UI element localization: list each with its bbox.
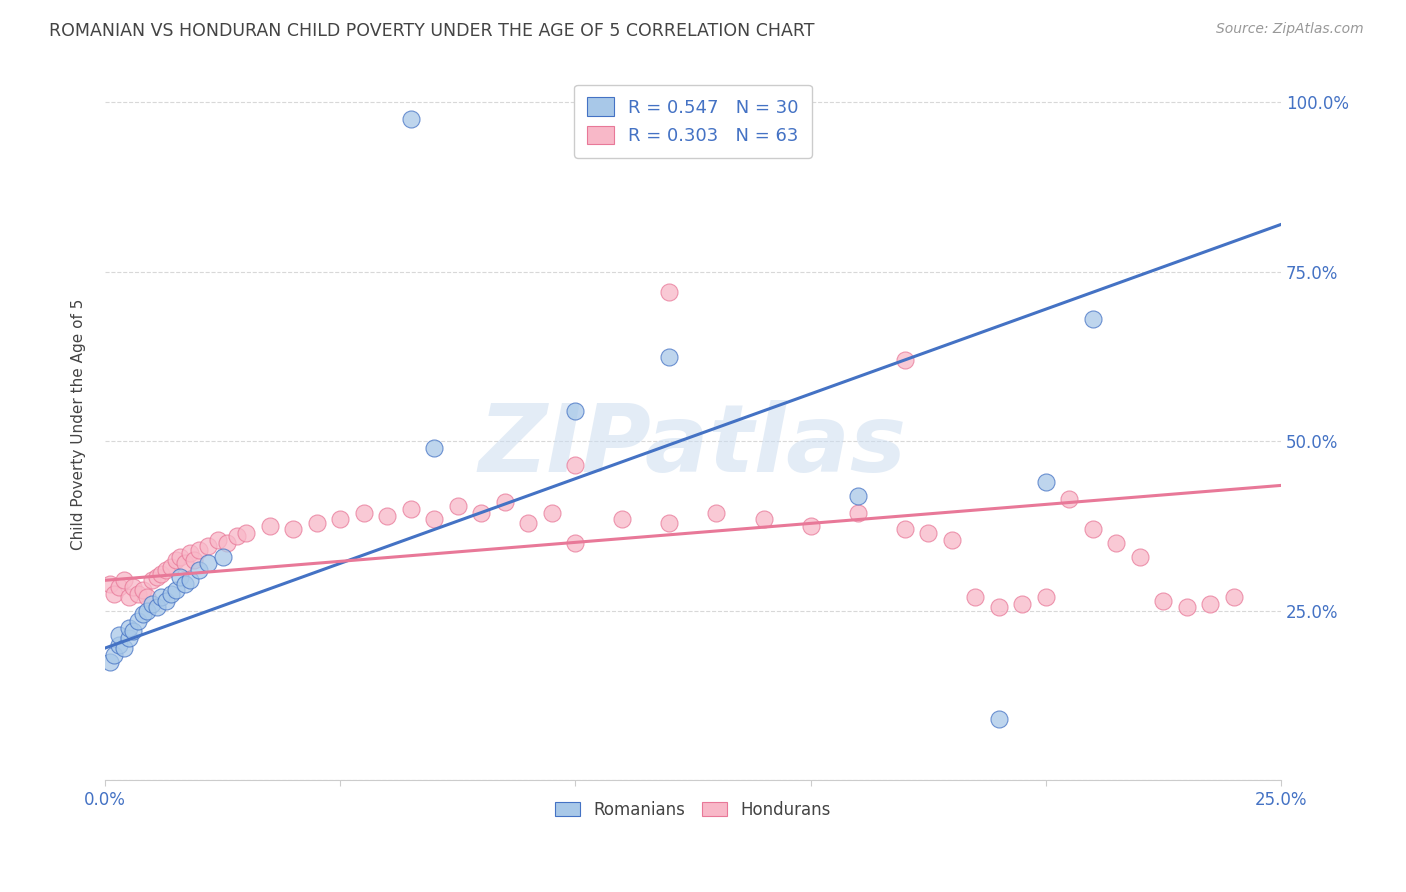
Point [108, 627, 131, 641]
Point [1059, 491, 1081, 506]
Point [136, 604, 159, 618]
Text: ZIPatlas: ZIPatlas [479, 400, 907, 491]
Text: Source: ZipAtlas.com: Source: ZipAtlas.com [1216, 22, 1364, 37]
Point [197, 540, 219, 554]
Point [1199, 597, 1222, 611]
Point [917, 525, 939, 540]
Point [117, 631, 139, 645]
Point [987, 600, 1010, 615]
Point [160, 559, 183, 574]
Point [188, 542, 211, 557]
Point [893, 353, 915, 368]
Point [112, 641, 135, 656]
Point [329, 512, 352, 526]
Point [564, 458, 586, 472]
Point [423, 512, 446, 526]
Point [1011, 597, 1033, 611]
Point [165, 583, 187, 598]
Point [752, 512, 775, 526]
Point [225, 529, 247, 543]
Point [1081, 312, 1104, 326]
Point [188, 563, 211, 577]
Point [259, 519, 281, 533]
Point [197, 557, 219, 571]
Point [179, 574, 201, 588]
Point [103, 648, 125, 662]
Point [612, 512, 634, 526]
Point [399, 112, 422, 127]
Point [103, 587, 125, 601]
Point [108, 580, 131, 594]
Point [447, 499, 470, 513]
Legend: Romanians, Hondurans: Romanians, Hondurans [548, 794, 838, 825]
Point [375, 508, 398, 523]
Text: ROMANIAN VS HONDURAN CHILD POVERTY UNDER THE AGE OF 5 CORRELATION CHART: ROMANIAN VS HONDURAN CHILD POVERTY UNDER… [49, 22, 814, 40]
Point [150, 591, 173, 605]
Point [658, 285, 681, 300]
Point [1175, 600, 1198, 615]
Point [470, 506, 492, 520]
Point [122, 580, 145, 594]
Point [941, 533, 963, 547]
Point [141, 574, 163, 588]
Point [174, 576, 197, 591]
Point [169, 549, 191, 564]
Point [800, 519, 823, 533]
Point [155, 593, 177, 607]
Point [122, 624, 145, 639]
Point [1129, 549, 1152, 564]
Point [987, 712, 1010, 726]
Point [235, 525, 257, 540]
Point [965, 591, 987, 605]
Point [893, 523, 915, 537]
Point [131, 607, 153, 622]
Point [1081, 523, 1104, 537]
Point [281, 523, 304, 537]
Point [1105, 536, 1128, 550]
Y-axis label: Child Poverty Under the Age of 5: Child Poverty Under the Age of 5 [72, 299, 86, 550]
Point [846, 506, 869, 520]
Point [658, 516, 681, 530]
Point [207, 533, 229, 547]
Point [150, 566, 173, 581]
Point [117, 591, 139, 605]
Point [155, 563, 177, 577]
Point [305, 516, 328, 530]
Point [564, 536, 586, 550]
Point [141, 597, 163, 611]
Point [136, 591, 159, 605]
Point [1035, 591, 1057, 605]
Point [145, 570, 167, 584]
Point [541, 506, 564, 520]
Point [1223, 591, 1246, 605]
Point [160, 587, 183, 601]
Point [98, 655, 121, 669]
Point [1035, 475, 1057, 489]
Point [353, 506, 375, 520]
Point [169, 570, 191, 584]
Point [658, 350, 681, 364]
Point [423, 441, 446, 455]
Point [98, 576, 121, 591]
Point [517, 516, 540, 530]
Point [179, 546, 201, 560]
Point [846, 489, 869, 503]
Point [127, 587, 149, 601]
Point [211, 549, 233, 564]
Point [217, 536, 239, 550]
Point [564, 404, 586, 418]
Point [706, 506, 728, 520]
Point [1152, 593, 1174, 607]
Point [131, 583, 153, 598]
Point [108, 638, 131, 652]
Point [165, 553, 187, 567]
Point [183, 553, 205, 567]
Point [117, 621, 139, 635]
Point [399, 502, 422, 516]
Point [174, 557, 197, 571]
Point [145, 600, 167, 615]
Point [112, 574, 135, 588]
Point [494, 495, 516, 509]
Point [127, 614, 149, 628]
